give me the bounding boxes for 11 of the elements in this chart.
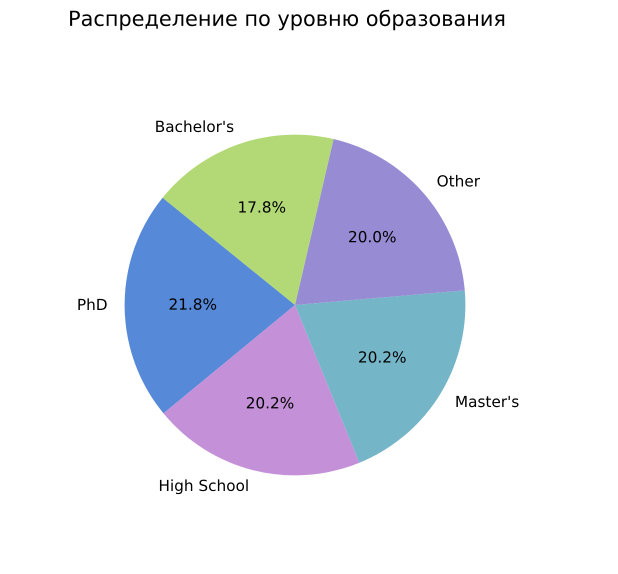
slice-label: PhD [78,298,107,310]
slice-label: Bachelor's [156,120,234,132]
data-label: 20.0% [349,230,396,242]
slice-label: Other [437,174,480,187]
chart-title: Распределение по уровню образования [70,10,504,30]
slice-label: High School [160,479,248,494]
data-label: 17.8% [239,201,286,213]
data-label: 20.2% [359,351,406,363]
data-label: 21.8% [170,298,216,310]
slice-label: Master's [456,396,519,408]
data-label: 20.2% [246,397,294,409]
